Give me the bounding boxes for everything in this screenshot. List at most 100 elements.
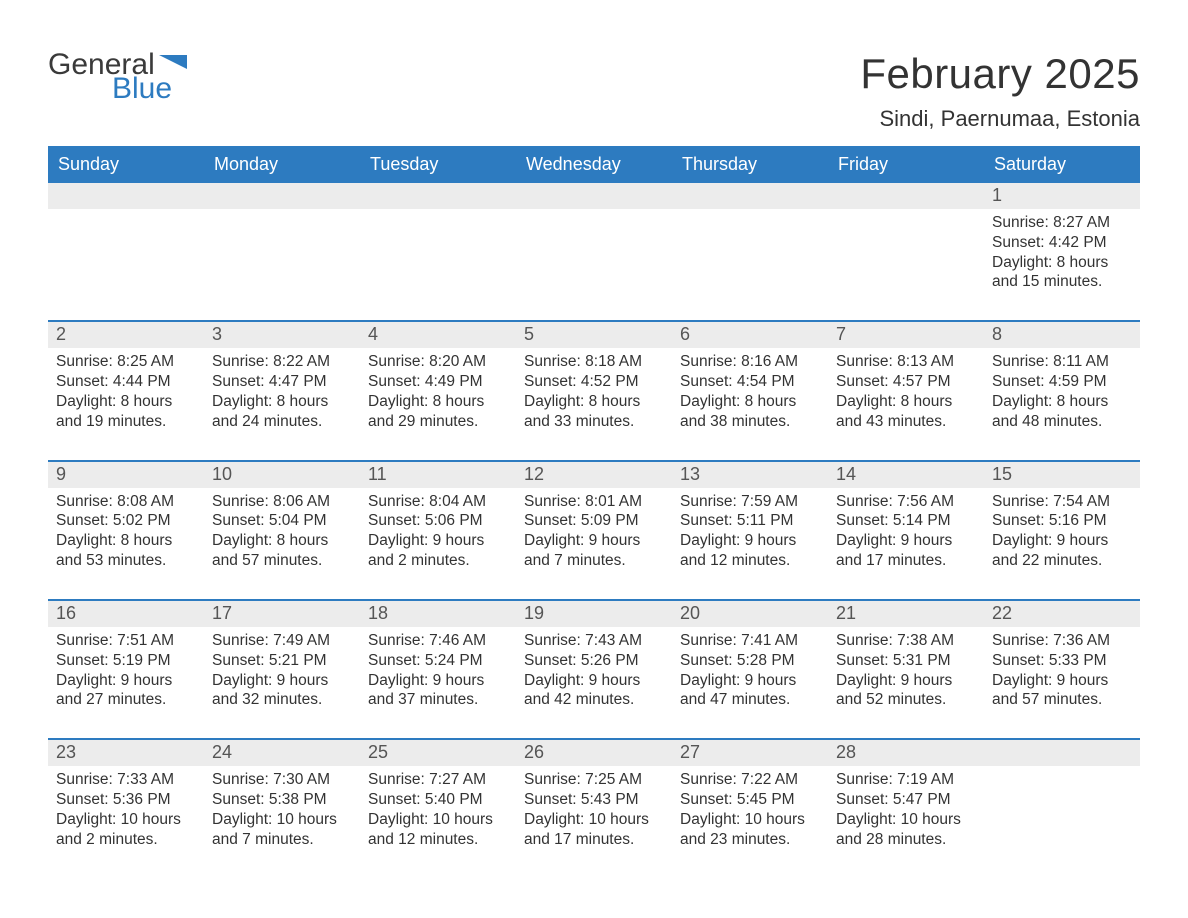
sunset-text: Sunset: 4:42 PM xyxy=(992,233,1132,253)
sunrise-text: Sunrise: 7:27 AM xyxy=(368,770,508,790)
daylight-text: Daylight: 8 hours and 53 minutes. xyxy=(56,531,196,571)
sunset-text: Sunset: 5:02 PM xyxy=(56,511,196,531)
sunset-text: Sunset: 5:36 PM xyxy=(56,790,196,810)
day-cell: Sunrise: 8:27 AMSunset: 4:42 PMDaylight:… xyxy=(984,209,1140,292)
page-title: February 2025 xyxy=(860,50,1140,98)
sunrise-text: Sunrise: 8:22 AM xyxy=(212,352,352,372)
day-number: 8 xyxy=(984,322,1140,348)
day-cell xyxy=(48,209,204,292)
weekday-header-row: Sunday Monday Tuesday Wednesday Thursday… xyxy=(48,146,1140,183)
weekday-header: Sunday xyxy=(48,146,204,183)
day-cell: Sunrise: 8:16 AMSunset: 4:54 PMDaylight:… xyxy=(672,348,828,431)
day-number xyxy=(204,183,360,209)
sunset-text: Sunset: 4:54 PM xyxy=(680,372,820,392)
day-number: 25 xyxy=(360,740,516,766)
sunrise-text: Sunrise: 8:11 AM xyxy=(992,352,1132,372)
daylight-text: Daylight: 8 hours and 19 minutes. xyxy=(56,392,196,432)
day-number xyxy=(828,183,984,209)
daylight-text: Daylight: 9 hours and 27 minutes. xyxy=(56,671,196,711)
day-number: 23 xyxy=(48,740,204,766)
sunset-text: Sunset: 4:49 PM xyxy=(368,372,508,392)
sunset-text: Sunset: 5:28 PM xyxy=(680,651,820,671)
day-cell: Sunrise: 7:36 AMSunset: 5:33 PMDaylight:… xyxy=(984,627,1140,710)
day-number: 3 xyxy=(204,322,360,348)
day-cell: Sunrise: 8:11 AMSunset: 4:59 PMDaylight:… xyxy=(984,348,1140,431)
sunrise-text: Sunrise: 8:04 AM xyxy=(368,492,508,512)
day-cell: Sunrise: 8:06 AMSunset: 5:04 PMDaylight:… xyxy=(204,488,360,571)
sunset-text: Sunset: 5:14 PM xyxy=(836,511,976,531)
day-number xyxy=(48,183,204,209)
day-number: 26 xyxy=(516,740,672,766)
sunrise-text: Sunrise: 7:19 AM xyxy=(836,770,976,790)
day-number: 27 xyxy=(672,740,828,766)
daylight-text: Daylight: 9 hours and 52 minutes. xyxy=(836,671,976,711)
day-cell: Sunrise: 7:59 AMSunset: 5:11 PMDaylight:… xyxy=(672,488,828,571)
day-cell xyxy=(672,209,828,292)
day-cell: Sunrise: 7:54 AMSunset: 5:16 PMDaylight:… xyxy=(984,488,1140,571)
daylight-text: Daylight: 8 hours and 48 minutes. xyxy=(992,392,1132,432)
sunrise-text: Sunrise: 8:27 AM xyxy=(992,213,1132,233)
daylight-text: Daylight: 10 hours and 12 minutes. xyxy=(368,810,508,850)
sunrise-text: Sunrise: 8:13 AM xyxy=(836,352,976,372)
day-cell: Sunrise: 8:08 AMSunset: 5:02 PMDaylight:… xyxy=(48,488,204,571)
day-cell: Sunrise: 8:01 AMSunset: 5:09 PMDaylight:… xyxy=(516,488,672,571)
sunset-text: Sunset: 5:45 PM xyxy=(680,790,820,810)
sunrise-text: Sunrise: 7:36 AM xyxy=(992,631,1132,651)
sunset-text: Sunset: 5:09 PM xyxy=(524,511,664,531)
daylight-text: Daylight: 9 hours and 47 minutes. xyxy=(680,671,820,711)
sunrise-text: Sunrise: 7:30 AM xyxy=(212,770,352,790)
sunset-text: Sunset: 5:26 PM xyxy=(524,651,664,671)
sunrise-text: Sunrise: 8:01 AM xyxy=(524,492,664,512)
sunset-text: Sunset: 5:31 PM xyxy=(836,651,976,671)
calendar-week: 1Sunrise: 8:27 AMSunset: 4:42 PMDaylight… xyxy=(48,183,1140,292)
sunrise-text: Sunrise: 8:25 AM xyxy=(56,352,196,372)
calendar: Sunday Monday Tuesday Wednesday Thursday… xyxy=(48,146,1140,850)
daylight-text: Daylight: 9 hours and 12 minutes. xyxy=(680,531,820,571)
sunrise-text: Sunrise: 7:51 AM xyxy=(56,631,196,651)
sunrise-text: Sunrise: 7:49 AM xyxy=(212,631,352,651)
daylight-text: Daylight: 8 hours and 29 minutes. xyxy=(368,392,508,432)
day-cell xyxy=(516,209,672,292)
day-cell: Sunrise: 7:27 AMSunset: 5:40 PMDaylight:… xyxy=(360,766,516,849)
sunrise-text: Sunrise: 7:56 AM xyxy=(836,492,976,512)
day-number: 14 xyxy=(828,462,984,488)
sunset-text: Sunset: 5:40 PM xyxy=(368,790,508,810)
day-cell: Sunrise: 8:22 AMSunset: 4:47 PMDaylight:… xyxy=(204,348,360,431)
day-cell: Sunrise: 8:13 AMSunset: 4:57 PMDaylight:… xyxy=(828,348,984,431)
location-text: Sindi, Paernumaa, Estonia xyxy=(860,106,1140,132)
day-number: 13 xyxy=(672,462,828,488)
sunset-text: Sunset: 5:43 PM xyxy=(524,790,664,810)
daylight-text: Daylight: 8 hours and 57 minutes. xyxy=(212,531,352,571)
day-cell: Sunrise: 7:49 AMSunset: 5:21 PMDaylight:… xyxy=(204,627,360,710)
day-number: 12 xyxy=(516,462,672,488)
logo: General Blue xyxy=(48,50,187,104)
sunset-text: Sunset: 5:21 PM xyxy=(212,651,352,671)
daylight-text: Daylight: 9 hours and 22 minutes. xyxy=(992,531,1132,571)
day-number: 1 xyxy=(984,183,1140,209)
sunrise-text: Sunrise: 7:59 AM xyxy=(680,492,820,512)
daylight-text: Daylight: 10 hours and 28 minutes. xyxy=(836,810,976,850)
day-number: 6 xyxy=(672,322,828,348)
day-cell: Sunrise: 7:38 AMSunset: 5:31 PMDaylight:… xyxy=(828,627,984,710)
daylight-text: Daylight: 8 hours and 15 minutes. xyxy=(992,253,1132,293)
logo-text-blue: Blue xyxy=(112,74,187,104)
daylight-text: Daylight: 9 hours and 42 minutes. xyxy=(524,671,664,711)
daylight-text: Daylight: 9 hours and 57 minutes. xyxy=(992,671,1132,711)
daylight-text: Daylight: 8 hours and 33 minutes. xyxy=(524,392,664,432)
calendar-week: 9101112131415Sunrise: 8:08 AMSunset: 5:0… xyxy=(48,460,1140,571)
day-number: 20 xyxy=(672,601,828,627)
day-cell: Sunrise: 8:04 AMSunset: 5:06 PMDaylight:… xyxy=(360,488,516,571)
day-number: 4 xyxy=(360,322,516,348)
daylight-text: Daylight: 10 hours and 17 minutes. xyxy=(524,810,664,850)
day-number xyxy=(984,740,1140,766)
daylight-text: Daylight: 8 hours and 38 minutes. xyxy=(680,392,820,432)
weekday-header: Saturday xyxy=(984,146,1140,183)
sunset-text: Sunset: 5:38 PM xyxy=(212,790,352,810)
sunrise-text: Sunrise: 7:43 AM xyxy=(524,631,664,651)
day-number: 17 xyxy=(204,601,360,627)
weekday-header: Wednesday xyxy=(516,146,672,183)
weekday-header: Friday xyxy=(828,146,984,183)
day-number xyxy=(672,183,828,209)
day-number: 19 xyxy=(516,601,672,627)
day-number: 10 xyxy=(204,462,360,488)
